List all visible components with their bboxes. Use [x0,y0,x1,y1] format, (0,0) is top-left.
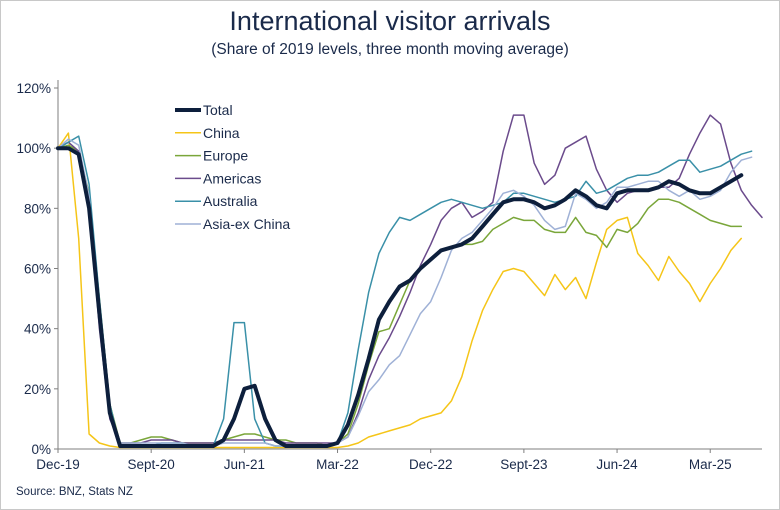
source-note: Source: BNZ, Stats NZ [16,486,133,498]
x-tick-label: Sept-23 [500,457,547,472]
legend-label: Americas [203,170,261,186]
legend-label: China [203,125,240,141]
legend-label: Total [203,102,233,118]
series-lines [56,114,763,449]
chart-title: International visitor arrivals [229,6,551,36]
series-line-total [56,146,744,448]
legend: Total China Europe Americas Australia Asia-ex… [175,102,290,232]
series-line-china [57,132,743,449]
x-tick-label: Mar-22 [316,457,359,472]
y-tick-label: 80% [24,201,51,216]
y-tick-label: 120% [16,81,51,96]
x-tick-label: Sept-20 [128,457,175,472]
legend-label: Asia-ex China [203,216,290,232]
y-tick-label: 60% [24,262,51,277]
legend-label: Australia [203,193,258,209]
series-line-asia-ex-china [57,138,753,447]
chart-subtitle: (Share of 2019 levels, three month movin… [211,41,569,58]
x-tick-label: Jun-21 [224,457,265,472]
legend-label: Europe [203,148,248,164]
y-tick-label: 0% [31,442,51,457]
y-tick-label: 20% [24,382,51,397]
y-tick-label: 100% [16,141,51,156]
x-tick-label: Mar-25 [689,457,732,472]
x-tick-label: Jun-24 [596,457,638,472]
x-tick-label: Dec-19 [36,457,80,472]
y-tick-label: 40% [24,322,51,337]
axes: 0% 20% 40% 60% 80% 100% 120% Dec-19 Sept-20 Jun-2… [16,80,762,472]
x-tick-label: Dec-22 [409,457,453,472]
